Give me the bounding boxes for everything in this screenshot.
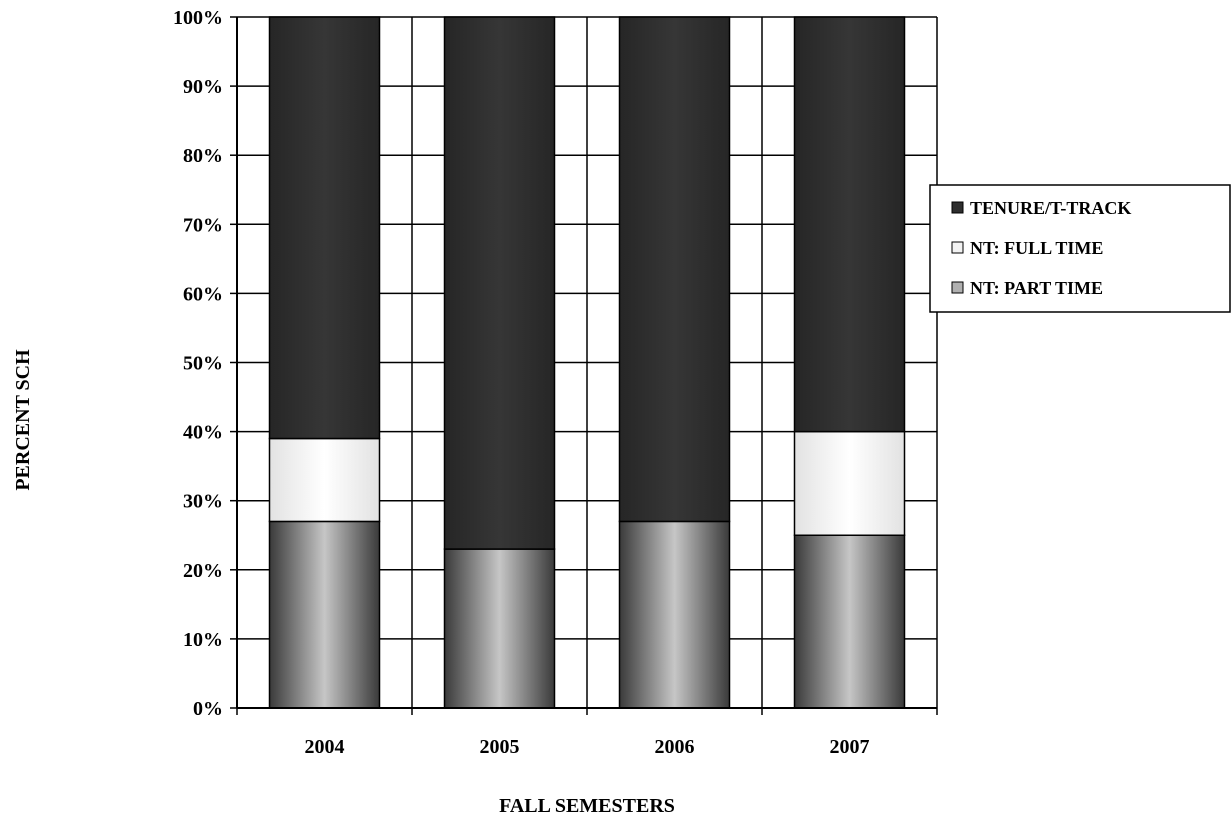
bar-segment — [268, 437, 381, 523]
x-tick-label: 2004 — [305, 736, 345, 758]
y-tick-label: 30% — [183, 491, 223, 513]
legend-label: NT: FULL TIME — [970, 238, 1103, 258]
bar-segment — [268, 520, 381, 709]
legend-label: TENURE/T-TRACK — [970, 198, 1131, 218]
y-tick-label: 40% — [183, 422, 223, 444]
bar-segment — [793, 430, 906, 537]
bar-segment — [618, 520, 731, 709]
legend: TENURE/T-TRACK NT: FULL TIME NT: PART TIME — [929, 184, 1231, 313]
x-tick-label: 2005 — [480, 736, 520, 758]
bar-segment — [268, 16, 381, 440]
legend-swatch — [951, 201, 964, 214]
bars — [268, 16, 906, 709]
y-tick-label: 50% — [183, 353, 223, 375]
x-axis-title: FALL SEMESTERS — [499, 795, 675, 817]
y-tick-label: 10% — [183, 629, 223, 651]
tick-labels: 0% 10% 20% 30% 40% 50% 60% 70% 80% 90% 100% 2004 200… — [173, 7, 870, 758]
axes — [230, 16, 938, 715]
y-tick-label: 80% — [183, 145, 223, 167]
bar-segment — [618, 16, 731, 523]
bar-segment — [793, 16, 906, 433]
bar-segment — [443, 16, 556, 550]
legend-swatch — [951, 281, 964, 294]
y-tick-label: 70% — [183, 214, 223, 236]
legend-label: NT: PART TIME — [970, 278, 1103, 298]
y-tick-label: 90% — [183, 76, 223, 98]
y-tick-label: 100% — [173, 7, 223, 29]
y-tick-label: 20% — [183, 560, 223, 582]
legend-box — [929, 184, 1231, 313]
bar-segment — [443, 548, 556, 709]
x-tick-label: 2007 — [830, 736, 870, 758]
y-tick-label: 60% — [183, 283, 223, 305]
x-tick-label: 2006 — [655, 736, 695, 758]
legend-swatch — [951, 241, 964, 254]
y-tick-label: 0% — [193, 698, 223, 720]
y-axis-title: PERCENT SCH — [12, 349, 34, 491]
bar-segment — [793, 534, 906, 709]
